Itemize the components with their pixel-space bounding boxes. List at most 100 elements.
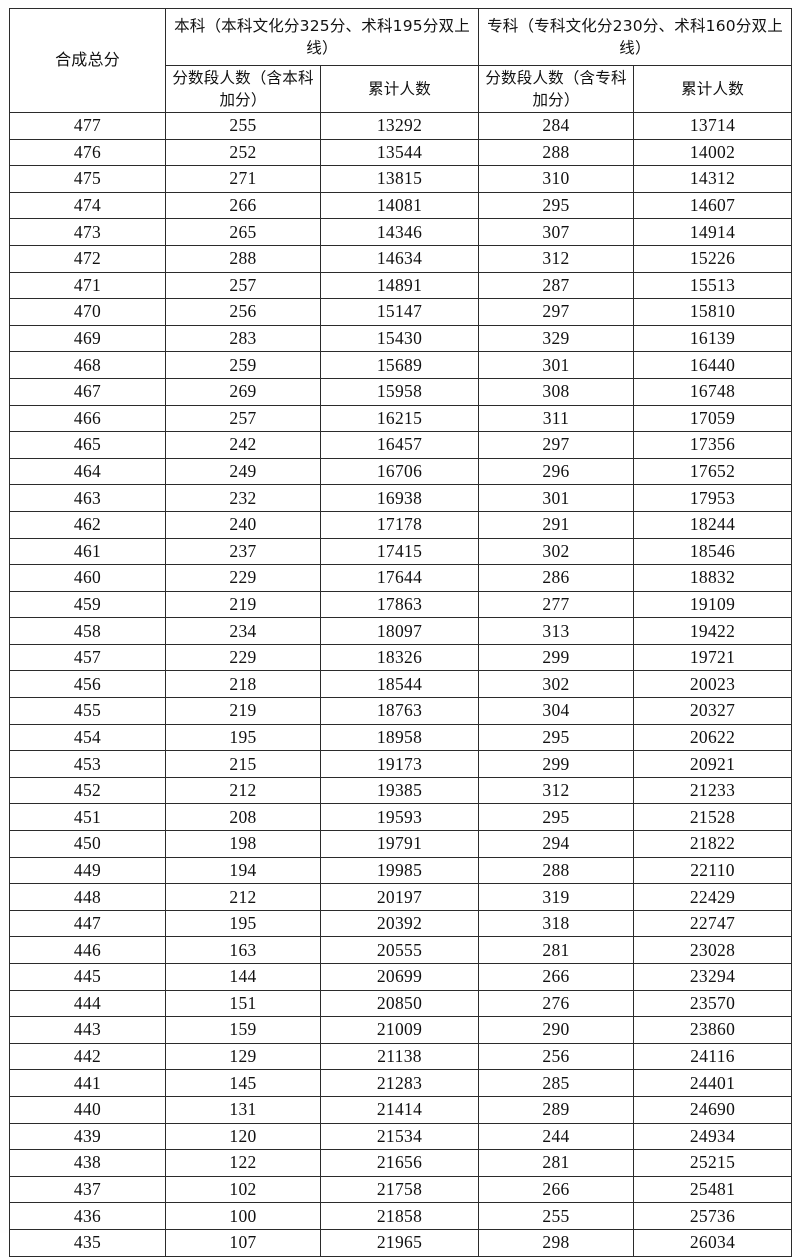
cell-total-score: 471 bbox=[9, 271, 166, 300]
cell-zhuanke-cumulative-count: 13714 bbox=[633, 112, 792, 140]
cell-benke-segment-count: 218 bbox=[165, 670, 321, 699]
cell-benke-cumulative-count: 21758 bbox=[320, 1175, 479, 1204]
cell-zhuanke-segment-count: 318 bbox=[478, 909, 634, 938]
cell-benke-cumulative-count: 16706 bbox=[320, 457, 479, 486]
cell-total-score: 439 bbox=[9, 1122, 166, 1151]
cell-zhuanke-cumulative-count: 16440 bbox=[633, 351, 792, 379]
cell-benke-segment-count: 237 bbox=[165, 537, 321, 566]
cell-total-score: 458 bbox=[9, 617, 166, 645]
cell-zhuanke-cumulative-count: 24116 bbox=[633, 1042, 792, 1071]
cell-zhuanke-segment-count: 312 bbox=[478, 244, 634, 273]
table-row: 463 232 16938 301 17953 bbox=[9, 484, 792, 512]
cell-zhuanke-cumulative-count: 23570 bbox=[633, 989, 792, 1018]
cell-zhuanke-segment-count: 285 bbox=[478, 1069, 634, 1097]
cell-zhuanke-cumulative-count: 21233 bbox=[633, 776, 792, 805]
table-row: 448 212 20197 319 22429 bbox=[9, 883, 792, 911]
table-row: 450 198 19791 294 21822 bbox=[9, 830, 792, 858]
cell-zhuanke-segment-count: 266 bbox=[478, 1175, 634, 1204]
cell-benke-cumulative-count: 19173 bbox=[320, 750, 479, 778]
cell-zhuanke-segment-count: 295 bbox=[478, 191, 634, 220]
table-row: 466 257 16215 311 17059 bbox=[9, 404, 792, 433]
cell-benke-cumulative-count: 21534 bbox=[320, 1122, 479, 1151]
cell-zhuanke-cumulative-count: 15810 bbox=[633, 298, 792, 326]
cell-benke-cumulative-count: 18326 bbox=[320, 643, 479, 672]
cell-benke-cumulative-count: 19593 bbox=[320, 803, 479, 832]
table-row: 444 151 20850 276 23570 bbox=[9, 989, 792, 1018]
cell-zhuanke-segment-count: 301 bbox=[478, 484, 634, 512]
cell-zhuanke-cumulative-count: 18546 bbox=[633, 537, 792, 566]
table-row: 469 283 15430 329 16139 bbox=[9, 324, 792, 353]
cell-total-score: 473 bbox=[9, 218, 166, 246]
cell-zhuanke-cumulative-count: 24934 bbox=[633, 1122, 792, 1151]
header-benke-segment-count: 分数段人数（含本科加分） bbox=[165, 65, 321, 113]
cell-zhuanke-cumulative-count: 26034 bbox=[633, 1228, 792, 1257]
cell-benke-segment-count: 208 bbox=[165, 803, 321, 832]
header-benke-cumulative-count: 累计人数 bbox=[320, 65, 479, 113]
cell-zhuanke-cumulative-count: 20622 bbox=[633, 723, 792, 752]
cell-benke-segment-count: 255 bbox=[165, 112, 321, 140]
cell-zhuanke-cumulative-count: 22429 bbox=[633, 883, 792, 911]
cell-benke-cumulative-count: 17644 bbox=[320, 564, 479, 592]
cell-benke-cumulative-count: 15689 bbox=[320, 351, 479, 379]
cell-benke-segment-count: 229 bbox=[165, 643, 321, 672]
cell-total-score: 468 bbox=[9, 351, 166, 379]
cell-benke-segment-count: 145 bbox=[165, 1069, 321, 1097]
cell-total-score: 436 bbox=[9, 1202, 166, 1230]
cell-total-score: 440 bbox=[9, 1095, 166, 1124]
cell-zhuanke-cumulative-count: 19109 bbox=[633, 590, 792, 619]
cell-total-score: 442 bbox=[9, 1042, 166, 1071]
table-row: 475 271 13815 310 14312 bbox=[9, 165, 792, 193]
cell-total-score: 441 bbox=[9, 1069, 166, 1097]
cell-zhuanke-segment-count: 281 bbox=[478, 936, 634, 964]
cell-zhuanke-cumulative-count: 21528 bbox=[633, 803, 792, 832]
cell-benke-segment-count: 232 bbox=[165, 484, 321, 512]
cell-benke-segment-count: 283 bbox=[165, 324, 321, 353]
cell-benke-cumulative-count: 21414 bbox=[320, 1095, 479, 1124]
cell-zhuanke-cumulative-count: 17652 bbox=[633, 457, 792, 486]
cell-zhuanke-cumulative-count: 16139 bbox=[633, 324, 792, 353]
table-row: 460 229 17644 286 18832 bbox=[9, 564, 792, 592]
cell-total-score: 450 bbox=[9, 830, 166, 858]
cell-benke-cumulative-count: 19985 bbox=[320, 856, 479, 885]
cell-benke-segment-count: 159 bbox=[165, 1016, 321, 1044]
cell-total-score: 459 bbox=[9, 590, 166, 619]
cell-zhuanke-segment-count: 311 bbox=[478, 404, 634, 433]
cell-benke-segment-count: 229 bbox=[165, 564, 321, 592]
cell-zhuanke-segment-count: 319 bbox=[478, 883, 634, 911]
cell-zhuanke-segment-count: 255 bbox=[478, 1202, 634, 1230]
table-header: 合成总分 本科（本科文化分325分、术科195分双上线） 专科（专科文化分230… bbox=[9, 8, 792, 113]
cell-benke-cumulative-count: 21965 bbox=[320, 1228, 479, 1257]
cell-benke-cumulative-count: 16457 bbox=[320, 431, 479, 459]
table-row: 456 218 18544 302 20023 bbox=[9, 670, 792, 699]
cell-zhuanke-cumulative-count: 24401 bbox=[633, 1069, 792, 1097]
cell-benke-segment-count: 151 bbox=[165, 989, 321, 1018]
cell-zhuanke-segment-count: 291 bbox=[478, 510, 634, 539]
cell-benke-segment-count: 122 bbox=[165, 1149, 321, 1177]
cell-total-score: 452 bbox=[9, 776, 166, 805]
cell-total-score: 469 bbox=[9, 324, 166, 353]
cell-benke-segment-count: 198 bbox=[165, 830, 321, 858]
table-row: 443 159 21009 290 23860 bbox=[9, 1016, 792, 1044]
cell-benke-segment-count: 131 bbox=[165, 1095, 321, 1124]
cell-zhuanke-segment-count: 298 bbox=[478, 1228, 634, 1257]
cell-total-score: 445 bbox=[9, 963, 166, 991]
cell-zhuanke-cumulative-count: 21822 bbox=[633, 830, 792, 858]
cell-benke-cumulative-count: 15147 bbox=[320, 298, 479, 326]
cell-benke-cumulative-count: 14081 bbox=[320, 191, 479, 220]
table-row: 474 266 14081 295 14607 bbox=[9, 191, 792, 220]
table-row: 442 129 21138 256 24116 bbox=[9, 1042, 792, 1071]
cell-benke-cumulative-count: 19791 bbox=[320, 830, 479, 858]
table-row: 451 208 19593 295 21528 bbox=[9, 803, 792, 832]
cell-total-score: 470 bbox=[9, 298, 166, 326]
header-zhuanke-segment-count: 分数段人数（含专科加分） bbox=[478, 65, 634, 113]
cell-zhuanke-cumulative-count: 16748 bbox=[633, 377, 792, 406]
table-row: 449 194 19985 288 22110 bbox=[9, 856, 792, 885]
cell-benke-cumulative-count: 18958 bbox=[320, 723, 479, 752]
cell-zhuanke-cumulative-count: 15226 bbox=[633, 244, 792, 273]
cell-total-score: 447 bbox=[9, 909, 166, 938]
cell-benke-cumulative-count: 20850 bbox=[320, 989, 479, 1018]
cell-total-score: 456 bbox=[9, 670, 166, 699]
table-row: 461 237 17415 302 18546 bbox=[9, 537, 792, 566]
cell-zhuanke-segment-count: 289 bbox=[478, 1095, 634, 1124]
cell-total-score: 477 bbox=[9, 112, 166, 140]
